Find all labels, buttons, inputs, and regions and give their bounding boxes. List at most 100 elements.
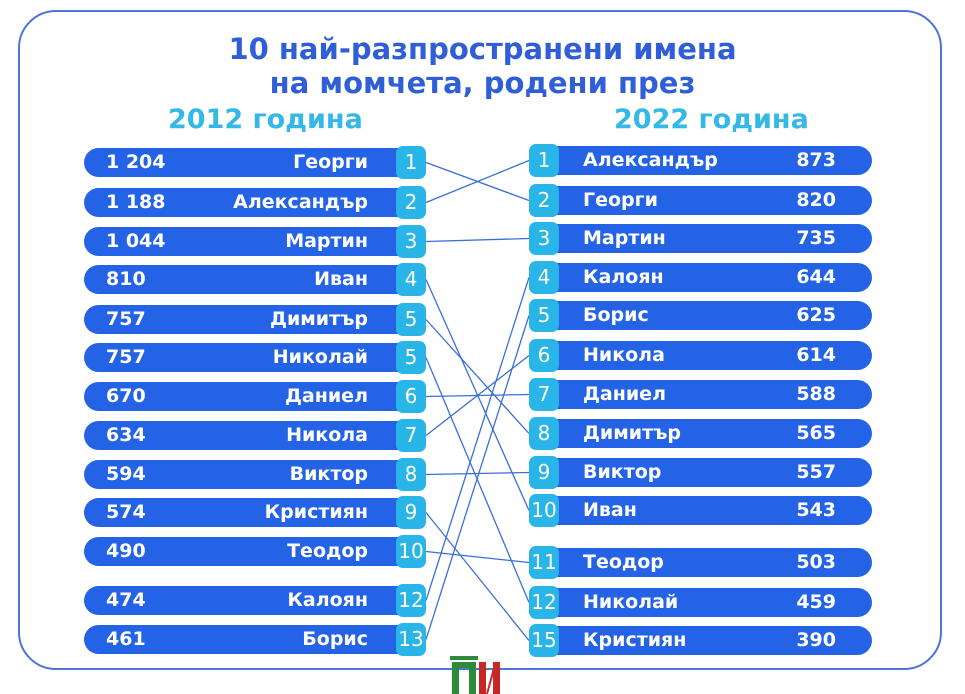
count-2012: 1 188 xyxy=(106,191,166,213)
right-row: 9 Виктор 557 xyxy=(529,456,872,489)
left-row: 1 188 Александър 2 xyxy=(84,186,426,219)
title-line-2: на момчета, родени през xyxy=(269,66,696,100)
rank-badge-2022: 1 xyxy=(529,144,559,177)
name-2022: Иван xyxy=(583,499,637,521)
left-row: 461 Борис 13 xyxy=(84,623,426,656)
rank-badge-2012: 8 xyxy=(396,458,426,491)
left-row: 490 Теодор 10 xyxy=(84,535,426,568)
rank-badge-2022: 12 xyxy=(529,586,559,619)
count-2022: 588 xyxy=(796,383,836,405)
rank-badge-2012: 12 xyxy=(396,584,426,617)
rank-badge-2022: 4 xyxy=(529,261,559,294)
rank-badge-2012: 6 xyxy=(396,380,426,413)
rank-badge-2022: 5 xyxy=(529,299,559,332)
rank-badge-2022: 11 xyxy=(529,546,559,579)
rank-badge-2012: 3 xyxy=(396,225,426,258)
left-row: 594 Виктор 8 xyxy=(84,458,426,491)
connector-line xyxy=(425,277,530,601)
left-row: 757 Николай 5 xyxy=(84,341,426,374)
right-row: 5 Борис 625 xyxy=(529,299,872,332)
name-2012: Александър xyxy=(233,191,368,213)
name-2022: Александър xyxy=(583,149,718,171)
right-row: 7 Даниел 588 xyxy=(529,378,872,411)
rank-badge-2022: 10 xyxy=(529,494,559,527)
name-2022: Кристиян xyxy=(583,629,687,651)
rank-badge-2012: 1 xyxy=(396,146,426,179)
right-row: 6 Никола 614 xyxy=(529,339,872,372)
left-row: 757 Димитър 5 xyxy=(84,303,426,336)
name-2012: Виктор xyxy=(289,463,368,485)
name-2012: Никола xyxy=(286,424,368,446)
count-2022: 873 xyxy=(796,149,836,171)
name-2012: Калоян xyxy=(287,589,368,611)
count-2022: 459 xyxy=(796,591,836,613)
name-2012: Димитър xyxy=(270,308,368,330)
rank-badge-2012: 5 xyxy=(396,303,426,336)
count-2012: 810 xyxy=(106,268,146,290)
count-2012: 1 204 xyxy=(106,151,166,173)
count-2022: 644 xyxy=(796,266,836,288)
count-2022: 625 xyxy=(796,304,836,326)
rank-badge-2022: 15 xyxy=(529,624,559,657)
rank-badge-2012: 5 xyxy=(396,341,426,374)
name-2022: Николай xyxy=(583,591,679,613)
name-2022: Никола xyxy=(583,344,665,366)
rank-badge-2012: 10 xyxy=(396,535,426,568)
count-2022: 820 xyxy=(796,189,836,211)
rank-badge-2022: 8 xyxy=(529,417,559,450)
left-year-label: 2012 година xyxy=(168,104,363,135)
title-line-1: 10 най-разпространени имена xyxy=(228,32,737,66)
name-2012: Георги xyxy=(293,151,368,173)
count-2022: 390 xyxy=(796,629,836,651)
count-2012: 670 xyxy=(106,385,146,407)
connector-line xyxy=(425,319,530,434)
count-2022: 543 xyxy=(796,499,836,521)
right-row: 4 Калоян 644 xyxy=(529,261,872,294)
count-2012: 757 xyxy=(106,308,146,330)
connector-line xyxy=(425,550,530,564)
right-row: 1 Александър 873 xyxy=(529,144,872,177)
name-2012: Даниел xyxy=(285,385,368,407)
rank-badge-2022: 9 xyxy=(529,456,559,489)
name-2022: Борис xyxy=(583,304,649,326)
rank-badge-2022: 7 xyxy=(529,378,559,411)
right-row: 10 Иван 543 xyxy=(529,494,872,527)
rank-badge-2022: 6 xyxy=(529,339,559,372)
rank-badge-2012: 7 xyxy=(396,419,426,452)
name-2012: Иван xyxy=(314,268,368,290)
publisher-logo xyxy=(450,656,500,694)
connector-line xyxy=(425,357,530,603)
rank-badge-2022: 3 xyxy=(529,222,559,255)
count-2012: 757 xyxy=(106,346,146,368)
name-2012: Кристиян xyxy=(264,501,368,523)
connector-line xyxy=(425,159,530,204)
left-row: 670 Даниел 6 xyxy=(84,380,426,413)
left-row: 574 Кристиян 9 xyxy=(84,496,426,529)
count-2012: 461 xyxy=(106,628,146,650)
name-2022: Виктор xyxy=(583,461,662,483)
left-row: 634 Никола 7 xyxy=(84,419,426,452)
connector-line xyxy=(425,471,530,476)
name-2012: Борис xyxy=(302,628,368,650)
right-row: 8 Димитър 565 xyxy=(529,417,872,450)
right-row: 11 Теодор 503 xyxy=(529,546,872,579)
count-2012: 1 044 xyxy=(106,230,166,252)
count-2012: 594 xyxy=(106,463,146,485)
rank-badge-2012: 13 xyxy=(396,623,426,656)
count-2022: 614 xyxy=(796,344,836,366)
name-2022: Георги xyxy=(583,189,658,211)
count-2022: 735 xyxy=(796,227,836,249)
right-year-label: 2022 година xyxy=(614,104,809,135)
count-2022: 557 xyxy=(796,461,836,483)
rank-badge-2012: 4 xyxy=(396,263,426,296)
connector-line xyxy=(425,512,530,641)
name-2022: Теодор xyxy=(583,551,664,573)
name-2012: Теодор xyxy=(287,540,368,562)
connector-line xyxy=(425,237,530,243)
count-2022: 565 xyxy=(796,422,836,444)
count-2012: 634 xyxy=(106,424,146,446)
right-row: 15 Кристиян 390 xyxy=(529,624,872,657)
name-2022: Калоян xyxy=(583,266,664,288)
count-2012: 574 xyxy=(106,501,146,523)
